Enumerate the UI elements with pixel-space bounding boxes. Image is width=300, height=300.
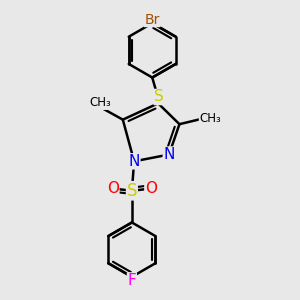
Text: F: F — [128, 273, 136, 288]
Text: S: S — [127, 182, 137, 200]
Text: S: S — [154, 89, 164, 104]
Text: N: N — [128, 154, 140, 169]
Text: CH₃: CH₃ — [89, 96, 111, 110]
Text: O: O — [145, 181, 157, 196]
Text: O: O — [107, 181, 119, 196]
Text: Br: Br — [145, 13, 160, 26]
Text: N: N — [163, 147, 175, 162]
Text: CH₃: CH₃ — [200, 112, 221, 125]
